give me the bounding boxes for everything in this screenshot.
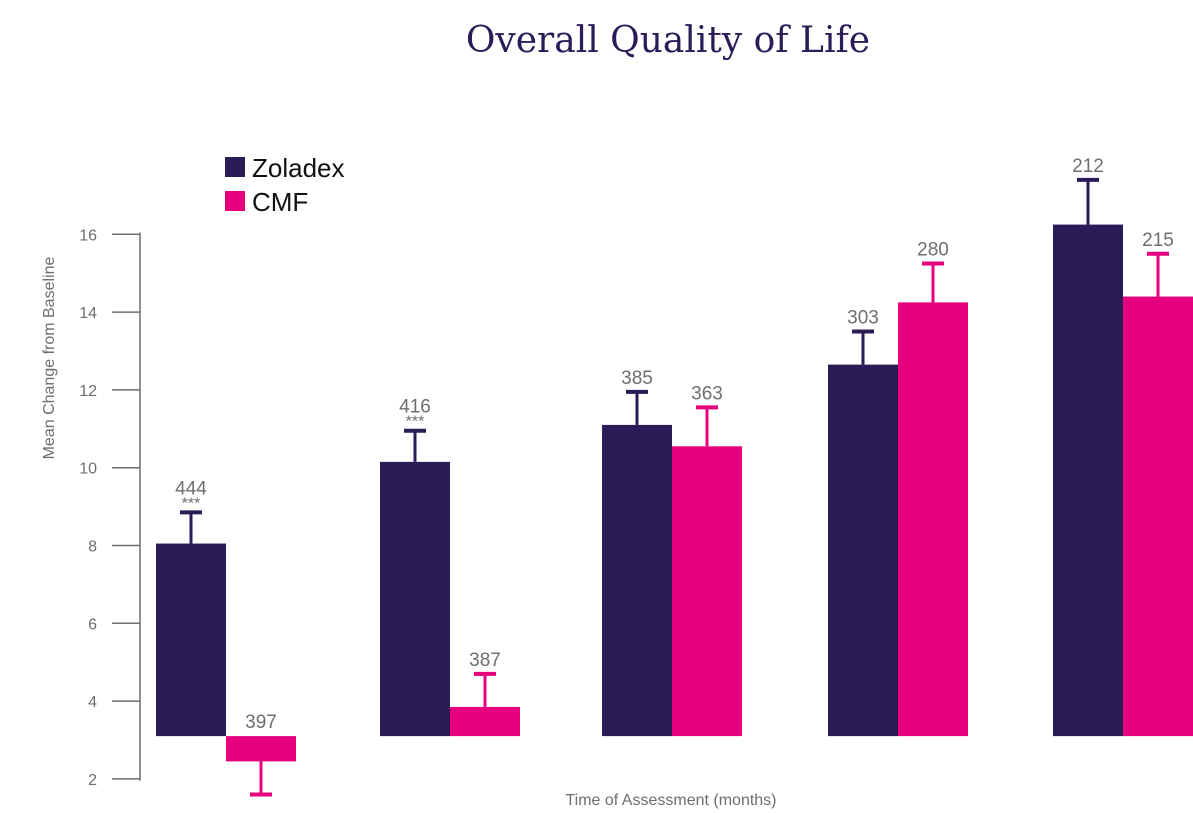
- n-label: 387: [469, 650, 501, 671]
- n-label: 444: [175, 478, 207, 499]
- y-tick-label: 8: [88, 539, 97, 556]
- n-label: 280: [917, 239, 949, 260]
- legend-swatch-cmf: [225, 191, 245, 211]
- n-label: 385: [621, 368, 653, 389]
- y-tick-label: 12: [79, 383, 97, 400]
- n-label: 303: [847, 308, 879, 329]
- significance-label: ***: [406, 414, 425, 431]
- legend-label-cmf: CMF: [252, 187, 308, 217]
- bar-cmf: [898, 302, 968, 737]
- y-tick-label: 10: [79, 461, 97, 478]
- significance-label: ***: [182, 495, 201, 512]
- bar-zoladex: [602, 424, 672, 737]
- chart-title: Overall Quality of Life: [466, 20, 870, 61]
- y-tick-label: 6: [88, 616, 97, 633]
- n-label: 397: [245, 712, 277, 733]
- bar-cmf: [1123, 296, 1193, 737]
- n-label: 416: [399, 397, 431, 418]
- n-label: 363: [691, 383, 723, 404]
- y-tick-label: 2: [88, 772, 97, 789]
- y-tick-label: 16: [79, 227, 97, 244]
- bar-zoladex: [156, 543, 226, 737]
- y-tick-label: 4: [88, 694, 97, 711]
- legend: Zoladex CMF: [225, 153, 345, 217]
- legend-label-zoladex: Zoladex: [252, 153, 345, 183]
- bar-zoladex: [828, 364, 898, 737]
- n-label: 212: [1072, 156, 1104, 177]
- bar-zoladex: [1053, 224, 1123, 737]
- x-axis-title: Time of Assessment (months): [565, 792, 776, 809]
- bar-cmf: [226, 736, 296, 762]
- n-label: 215: [1142, 230, 1174, 251]
- y-tick-label: 14: [79, 305, 97, 322]
- y-axis-title: Mean Change from Baseline: [41, 257, 58, 460]
- y-axis: 2 4 6 8 10 12 14 16: [79, 227, 141, 789]
- bar-cmf: [450, 706, 520, 737]
- bar-cmf: [672, 446, 742, 737]
- legend-swatch-zoladex: [225, 157, 245, 177]
- bar-zoladex: [380, 461, 450, 737]
